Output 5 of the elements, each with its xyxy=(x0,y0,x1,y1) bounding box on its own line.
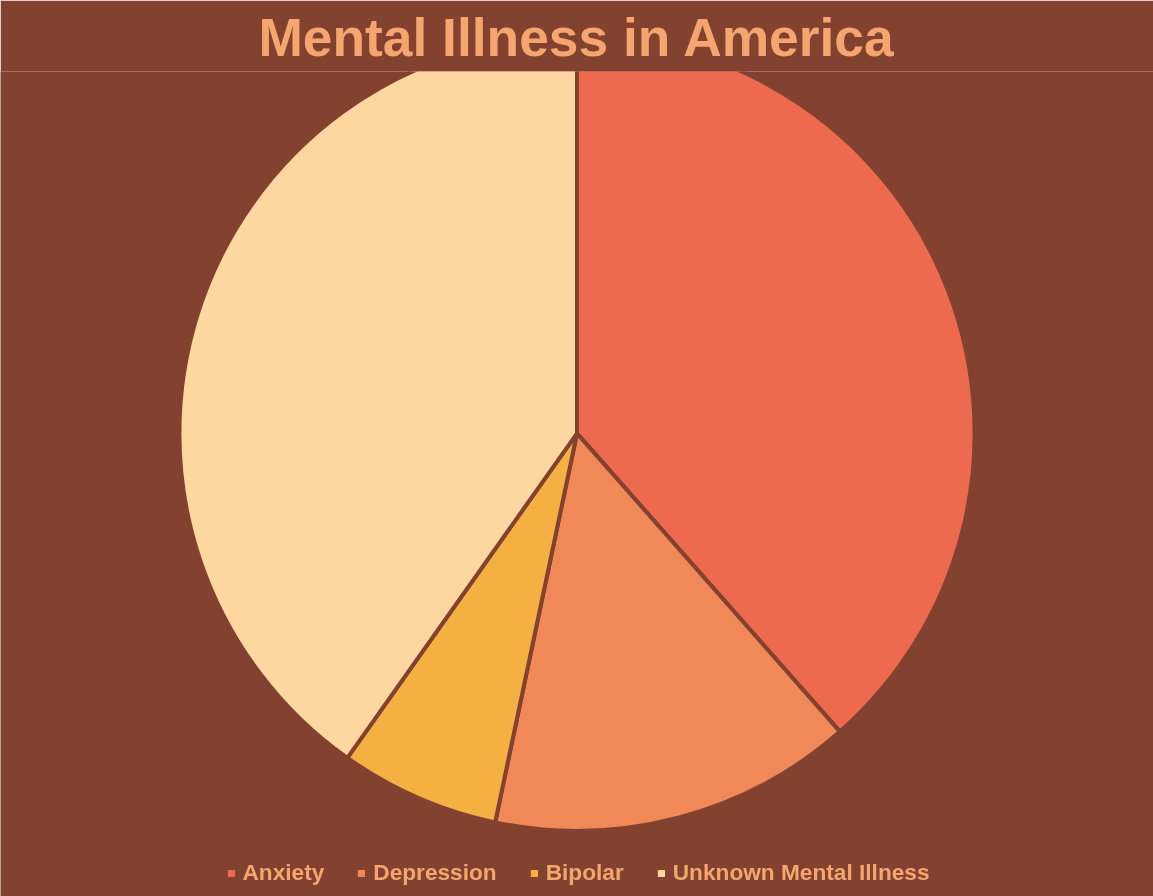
legend-label: Anxiety xyxy=(242,859,325,886)
legend-label: Unknown Mental Illness xyxy=(672,859,930,886)
chart-title: Mental Illness in America xyxy=(258,7,894,67)
legend-label: Bipolar xyxy=(545,859,624,886)
legend-label: Depression xyxy=(373,859,497,886)
